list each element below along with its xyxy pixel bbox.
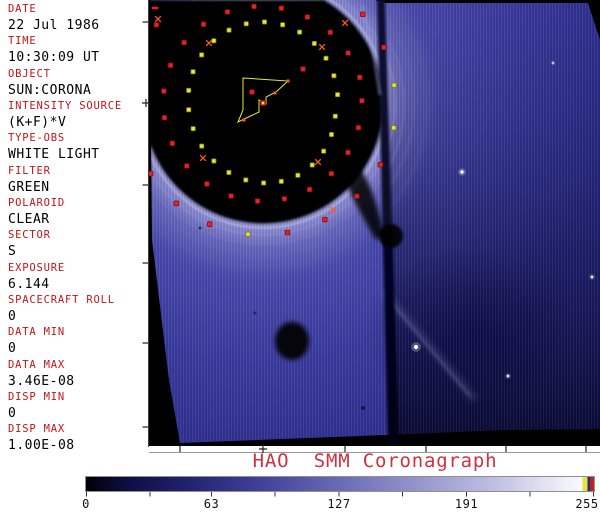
dark-blob-large [275, 322, 309, 360]
field-label: EXPOSURE [8, 261, 65, 274]
field-value: GREEN [8, 179, 50, 195]
fiducial-marks-layer [149, 3, 595, 379]
field-label: TIME [8, 35, 37, 48]
field-label: DISP MIN [8, 391, 65, 404]
colorbar-label-127: 127 [327, 497, 351, 511]
field-label: DISP MAX [8, 423, 65, 436]
field-value: 0 [8, 341, 17, 357]
metadata-field-intensity-source: INTENSITY SOURCE (K+F)*V [8, 100, 149, 132]
field-value: 0 [8, 309, 17, 325]
field-value: SUN:CORONA [8, 82, 92, 98]
colorbar-label-255: 255 [575, 497, 599, 511]
metadata-field-time: TIME 10:30:09 UT [8, 35, 149, 67]
field-label: TYPE-OBS [8, 132, 65, 145]
field-label: POLAROID [8, 197, 65, 210]
field-value: 3.46E-08 [8, 373, 75, 389]
field-label: DATA MIN [8, 326, 65, 339]
metadata-field-filter: FILTER GREEN [8, 165, 149, 197]
field-value: 10:30:09 UT [8, 50, 100, 66]
field-label: FILTER [8, 164, 51, 177]
caption-title: HAO SMM Coronagraph [252, 450, 498, 472]
disk-shadow-wedge [337, 150, 384, 240]
field-label: OBJECT [8, 67, 51, 80]
colorbar-ticks [86, 492, 594, 497]
field-label: SPACECRAFT ROLL [8, 294, 115, 307]
metadata-field-object: OBJECT SUN:CORONA [8, 68, 149, 100]
dark-speck [361, 406, 365, 410]
colorbar-label-0: 0 [82, 497, 90, 511]
field-label: DATA MAX [8, 358, 65, 371]
metadata-field-disp-min: DISP MIN 0 [8, 391, 149, 423]
dark-speck [198, 226, 202, 230]
field-value: 22 Jul 1986 [8, 18, 100, 33]
field-value: (K+F)*V [8, 115, 67, 131]
field-value: WHITE LIGHT [8, 147, 100, 163]
field-label: SECTOR [8, 229, 51, 242]
metadata-field-exposure: EXPOSURE 6.144 [8, 262, 149, 294]
field-label: INTENSITY SOURCE [8, 100, 122, 113]
metadata-field-data-max: DATA MAX 3.46E-08 [8, 359, 149, 391]
pylon-shadow [377, 0, 399, 446]
metadata-panel: DATE 22 Jul 1986 TIME 10:30:09 UT OBJECT… [0, 0, 149, 453]
field-value: 0 [8, 406, 17, 422]
metadata-field-polaroid: POLAROID CLEAR [8, 197, 149, 229]
field-label: DATE [8, 3, 37, 15]
metadata-field-type-obs: TYPE-OBS WHITE LIGHT [8, 132, 149, 164]
colorbar [85, 476, 595, 492]
field-value: CLEAR [8, 212, 50, 228]
metadata-field-sector: SECTOR S [8, 229, 149, 261]
dark-blob-small [379, 224, 403, 248]
metadata-field-disp-max: DISP MAX 1.00E-08 [8, 423, 149, 455]
dark-speck [253, 311, 257, 315]
field-value: S [8, 244, 17, 260]
colorbar-label-191: 191 [454, 497, 479, 511]
metadata-field-date: DATE 22 Jul 1986 [8, 3, 149, 35]
metadata-field-spacecraft-roll: SPACECRAFT ROLL 0 [8, 294, 149, 326]
colorbar-label-63: 63 [203, 497, 220, 511]
field-value: 6.144 [8, 276, 50, 292]
coronagraph-image [149, 0, 600, 446]
metadata-field-data-min: DATA MIN 0 [8, 326, 149, 358]
field-value: 1.00E-08 [8, 438, 75, 454]
